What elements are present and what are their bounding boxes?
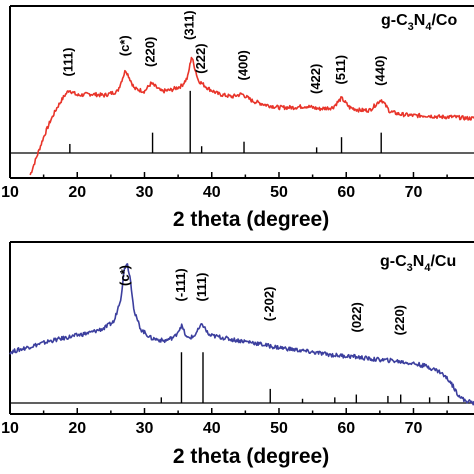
peak-label: (111)	[194, 273, 209, 302]
title-sub: 3	[408, 21, 414, 33]
x-tick-label: 40	[203, 184, 221, 201]
x-tick-label: 10	[1, 184, 19, 201]
panel-title-co: g-C3N4/Co	[381, 12, 457, 33]
x-tick-label: 20	[68, 420, 86, 437]
x-tick-label: 10	[1, 420, 19, 437]
peak-label: (222)	[193, 43, 208, 73]
plot-area-co: 10 20 30 40 50 60 70 (111) (c*) (220) (311) (222) (4…	[1, 5, 474, 201]
xrd-curve	[29, 56, 474, 176]
title-part: g-C	[381, 12, 408, 29]
x-tick-label: 20	[68, 184, 86, 201]
x-tick-label: 30	[136, 184, 154, 201]
x-tick-label: 50	[270, 420, 288, 437]
x-tick-label: 40	[203, 420, 221, 437]
peak-label: (-111)	[173, 268, 188, 301]
peak-label: (400)	[235, 50, 250, 80]
peak-label: (220)	[392, 305, 407, 335]
peak-label: (022)	[349, 302, 364, 332]
peak-label: (c*)	[117, 35, 132, 56]
x-tick-label: 60	[337, 420, 355, 437]
title-sub: 3	[407, 262, 413, 274]
plot-area-cu: 10 20 30 40 50 60 70 (c*) (-111) (111) (-202) (022)…	[1, 241, 474, 437]
peak-label: (-202)	[262, 287, 277, 322]
x-tick-label: 60	[337, 184, 355, 201]
x-tick-label: 30	[136, 420, 154, 437]
peak-label: (511)	[333, 55, 348, 85]
x-tick-label: 70	[405, 420, 423, 437]
title-sub: 4	[424, 262, 431, 274]
peak-label: (311)	[182, 10, 197, 40]
panel-cu: g-C3N4/Cu 10 20 30 40 50 60 70 (c*) (-111) (111) (…	[1, 241, 474, 468]
x-axis-label: 2 theta (degree)	[173, 445, 329, 468]
title-part: N	[413, 253, 425, 270]
x-tick-label: 50	[270, 184, 288, 201]
x-axis-label: 2 theta (degree)	[173, 208, 329, 231]
xrd-curve	[9, 263, 474, 406]
x-tick-label: 70	[405, 184, 423, 201]
peak-label: (c*)	[117, 265, 132, 286]
title-part: /Co	[431, 12, 457, 29]
title-part: g-C	[380, 253, 407, 270]
peak-label: (220)	[143, 37, 158, 67]
title-part: /Cu	[430, 253, 456, 270]
panel-title-cu: g-C3N4/Cu	[380, 253, 456, 274]
peak-label: (111)	[61, 48, 76, 77]
peak-label: (422)	[308, 64, 323, 94]
peak-label: (440)	[373, 56, 388, 86]
title-sub: 4	[425, 21, 432, 33]
title-part: N	[414, 12, 426, 29]
panel-co: g-C3N4/Co 10 20 30 40 50 60 70 (111) (c*) (220) (3…	[1, 5, 474, 231]
